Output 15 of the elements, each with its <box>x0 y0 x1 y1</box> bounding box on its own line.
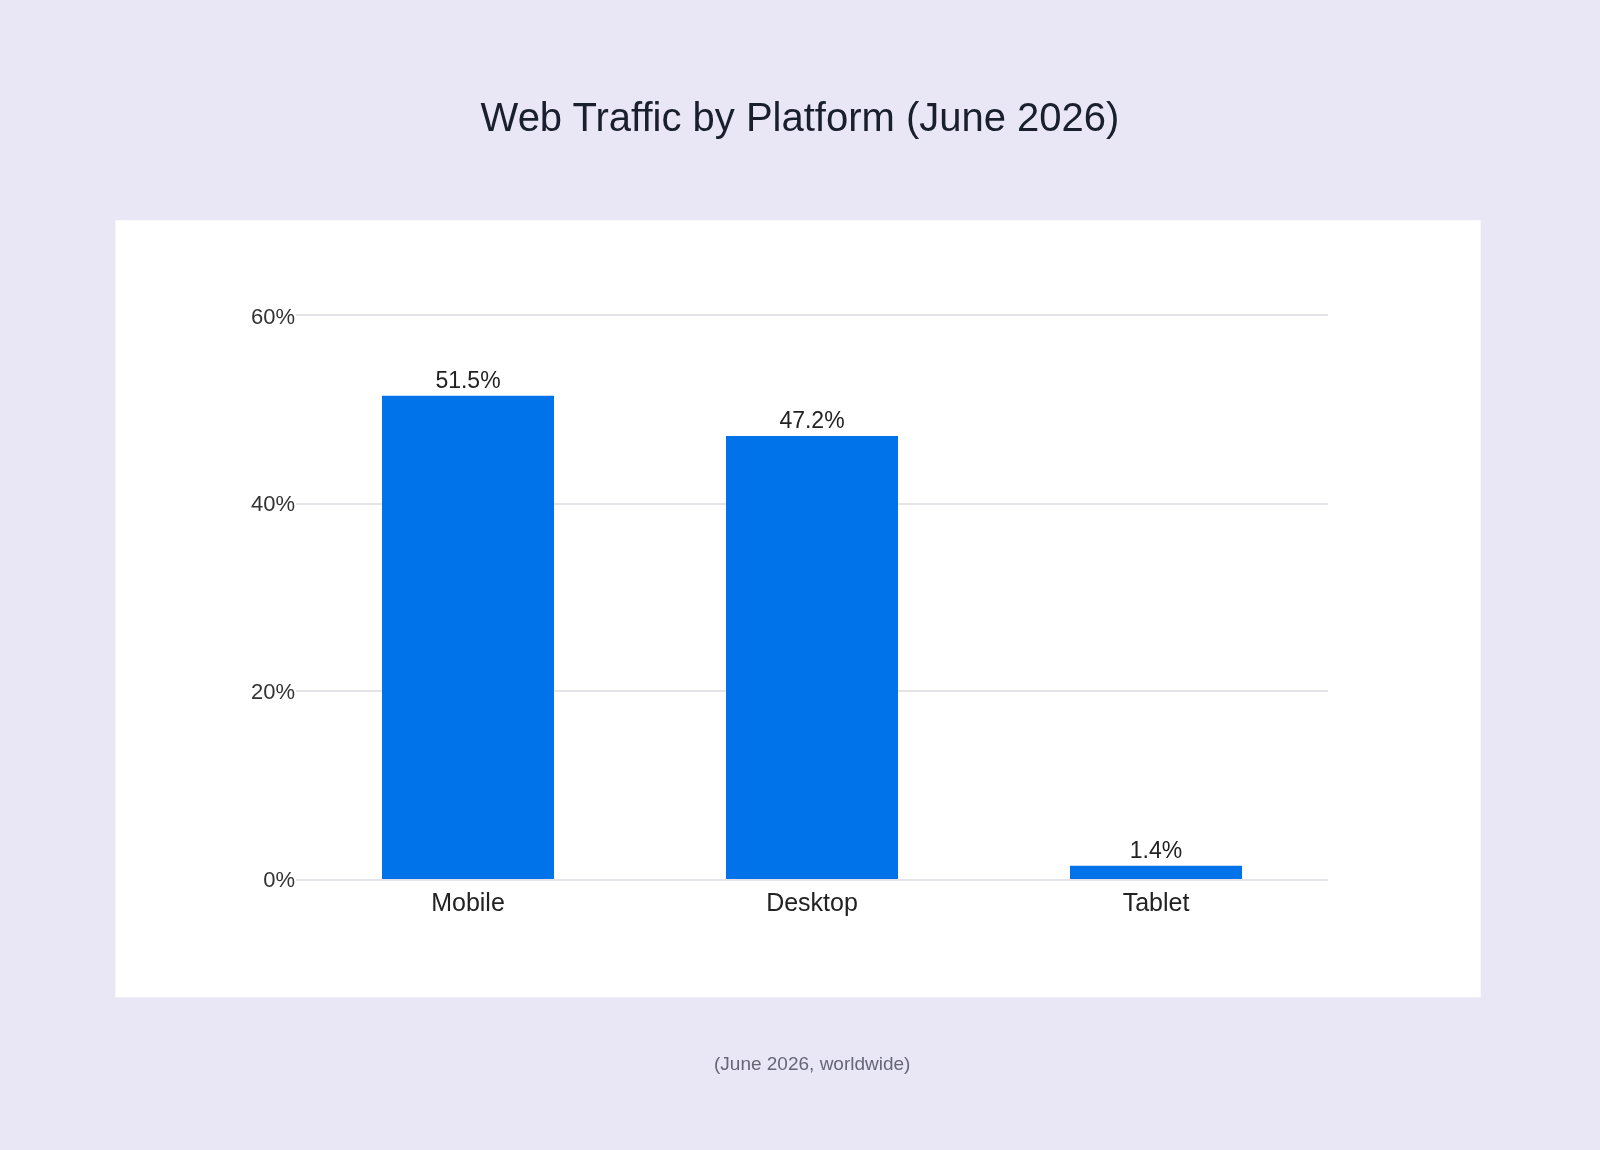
bar <box>726 436 898 879</box>
text: (June 2026, worldwide) <box>714 1053 911 1074</box>
data-label: 47.2% <box>779 407 845 434</box>
bar <box>1070 865 1242 879</box>
x-tick-label: Mobile <box>431 887 505 916</box>
y-tick-label: 0% <box>263 866 295 892</box>
chart-title: Web Traffic by Platform (June 2026) <box>480 95 1120 139</box>
bar <box>382 395 554 879</box>
y-tick-label: 40% <box>250 491 295 517</box>
x-tick-label: Desktop <box>766 887 858 916</box>
data-label: 1.4% <box>1129 836 1183 863</box>
y-tick-label: 20% <box>250 679 295 705</box>
x-tick-label: Tablet <box>1122 887 1190 916</box>
y-tick-label: 60% <box>250 303 295 329</box>
data-label: 51.5% <box>435 366 501 393</box>
